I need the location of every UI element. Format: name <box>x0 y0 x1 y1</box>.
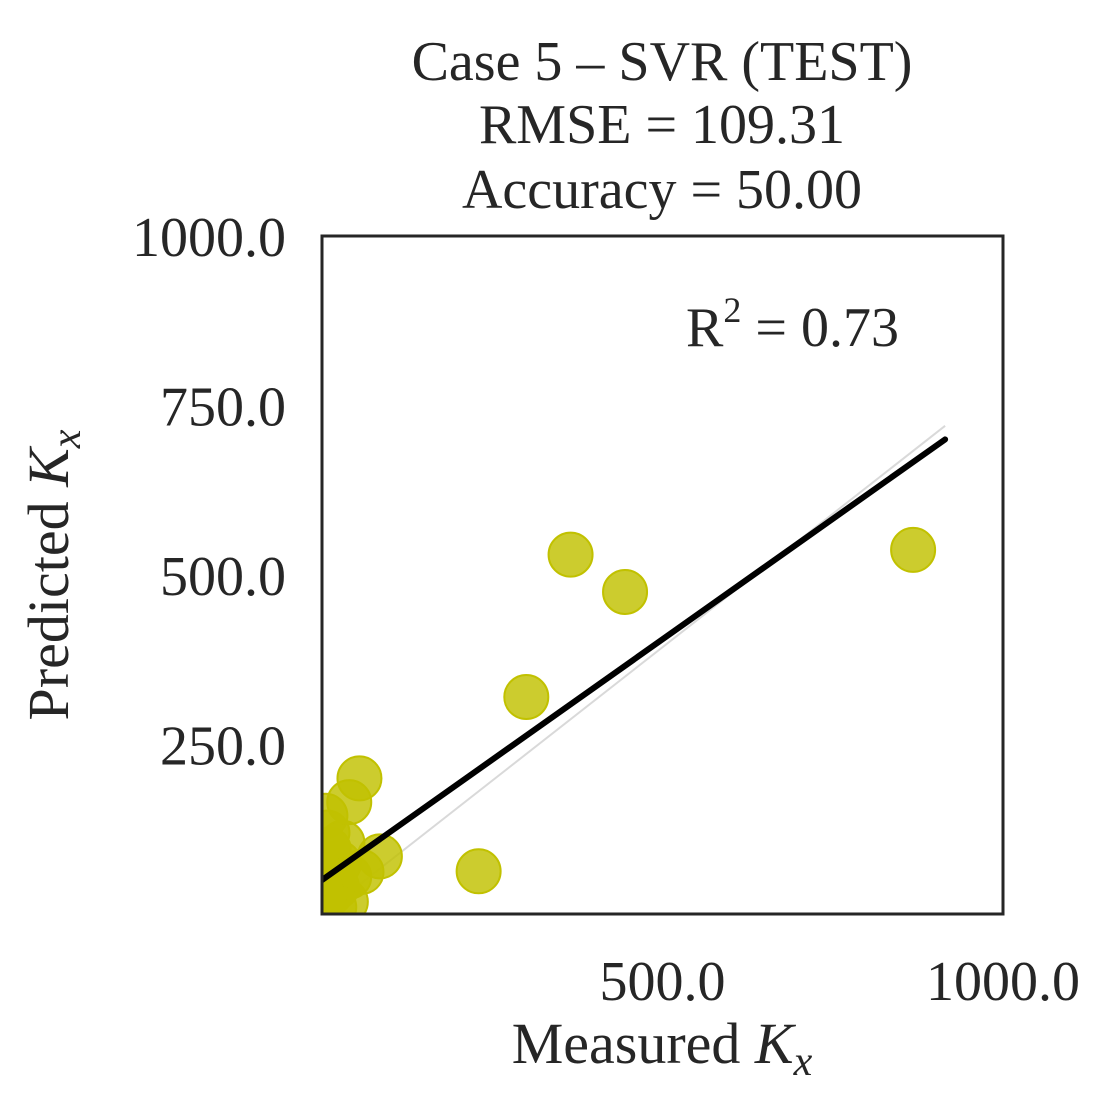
y-tick-label-2: 500.0 <box>160 546 286 608</box>
data-point-18 <box>547 531 594 578</box>
y-axis-label: Predicted Kx <box>16 429 90 720</box>
data-points <box>322 526 937 914</box>
y-axis-label-var: K <box>16 445 81 488</box>
plot-frame <box>320 234 1005 916</box>
r-squared-base: R <box>686 297 724 359</box>
chart-title-line-1: Case 5 – SVR (TEST) <box>412 31 913 93</box>
chart-title-line-2: RMSE = 109.31 <box>479 94 845 156</box>
r-squared-value: = 0.73 <box>741 297 899 359</box>
x-tick-label-1: 500.0 <box>600 951 726 1013</box>
identity-line <box>322 425 946 914</box>
data-point-17 <box>503 674 550 721</box>
y-axis-label-text: Predicted <box>16 487 81 721</box>
x-axis-label-text: Measured <box>512 1011 755 1076</box>
x-axis-label-var: K <box>754 1011 797 1076</box>
y-tick-label-1: 250.0 <box>160 716 286 778</box>
y-tick-labels: 250.0 500.0 750.0 1000.0 <box>132 207 286 778</box>
data-point-13 <box>336 755 383 802</box>
y-tick-label-3: 750.0 <box>160 377 286 439</box>
data-point-16 <box>455 848 502 895</box>
plot-area <box>322 425 949 914</box>
r-squared-annotation: R2 = 0.73 <box>686 290 899 359</box>
x-tick-labels: 500.0 1000.0 <box>600 951 1081 1013</box>
y-tick-label-4: 1000.0 <box>132 207 286 269</box>
data-point-20 <box>890 526 937 573</box>
y-axis-label-sub: x <box>44 429 90 449</box>
regression-fit-line <box>322 436 949 884</box>
data-point-19 <box>602 568 649 615</box>
x-tick-label-2: 1000.0 <box>926 951 1080 1013</box>
r-squared-exponent: 2 <box>723 290 741 330</box>
x-axis-label: Measured Kx <box>512 1011 813 1085</box>
chart-title-line-3: Accuracy = 50.00 <box>462 159 862 221</box>
x-axis-label-sub: x <box>793 1039 813 1085</box>
